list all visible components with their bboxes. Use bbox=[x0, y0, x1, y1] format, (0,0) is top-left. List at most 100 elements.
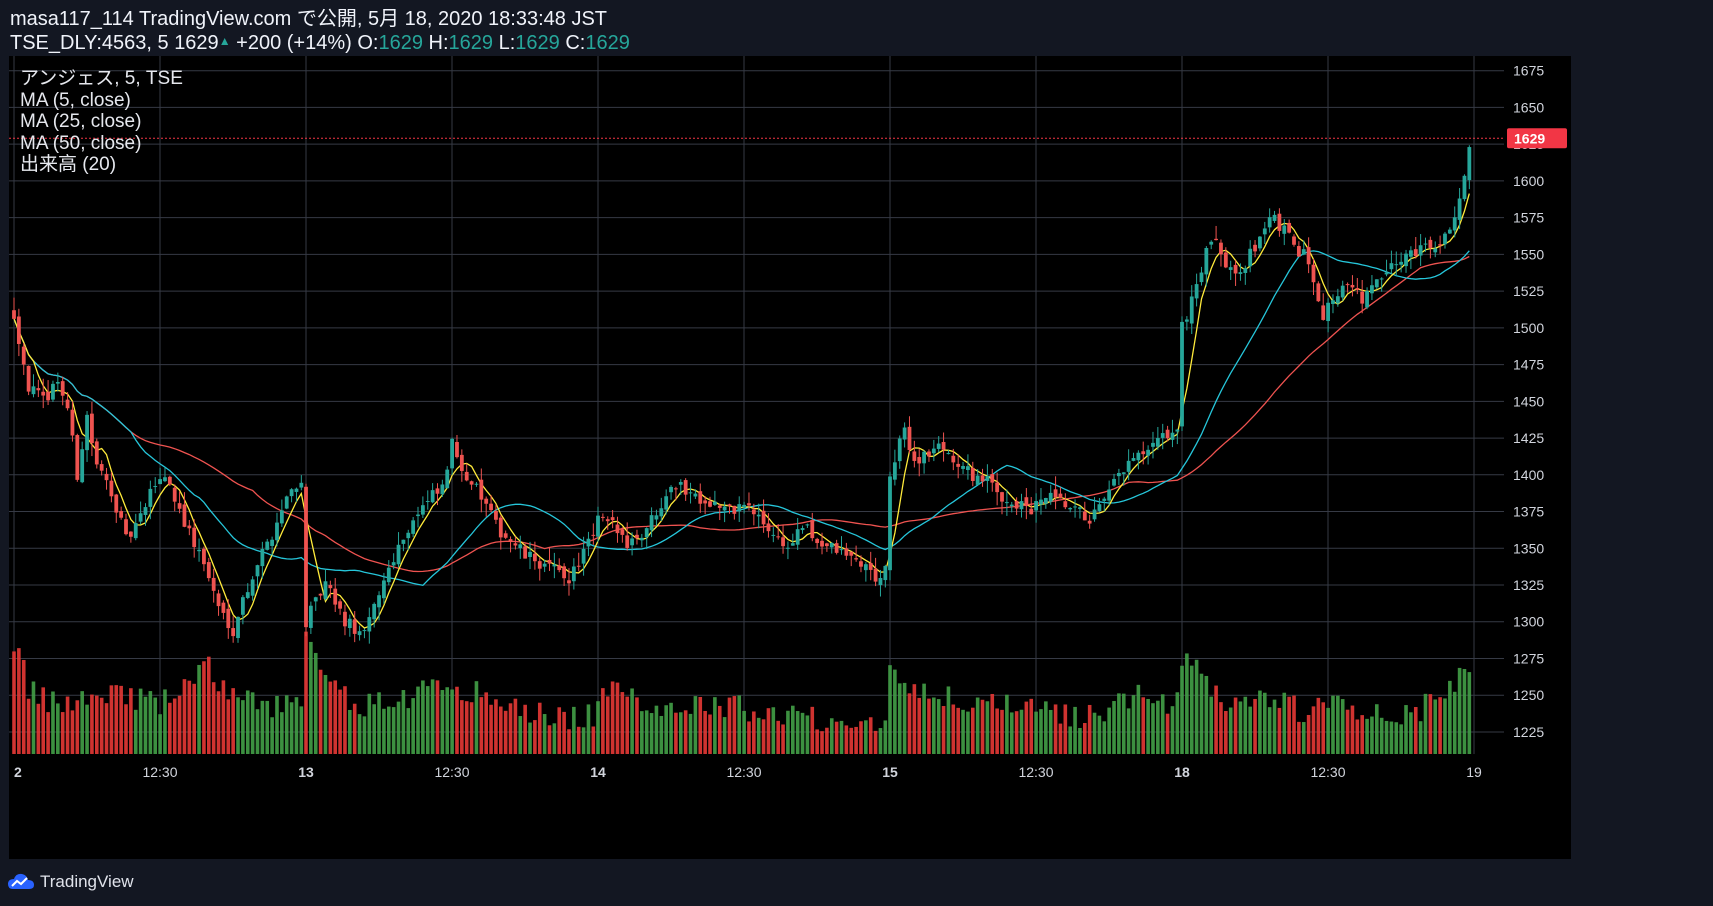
candle-body bbox=[245, 592, 250, 598]
candle bbox=[1311, 258, 1316, 296]
candle bbox=[712, 490, 717, 506]
candle-body bbox=[888, 476, 892, 571]
candle-body bbox=[698, 491, 703, 504]
candle bbox=[854, 545, 859, 562]
close-label: C: bbox=[565, 32, 586, 54]
volume-bar bbox=[109, 685, 114, 754]
candle-body bbox=[455, 442, 459, 458]
candle bbox=[1248, 240, 1253, 273]
candle bbox=[537, 557, 542, 581]
candle-body bbox=[119, 511, 124, 518]
volume-bar bbox=[1063, 704, 1068, 754]
candle-body bbox=[445, 469, 450, 489]
candle-body bbox=[1389, 263, 1394, 270]
volume-bar bbox=[1321, 702, 1326, 754]
candle-body bbox=[75, 435, 80, 480]
candle bbox=[177, 491, 182, 514]
candle-body bbox=[163, 477, 167, 482]
candle-body bbox=[1345, 284, 1350, 286]
time-tick-label: 2 bbox=[14, 764, 22, 780]
candle bbox=[104, 467, 109, 490]
candle-body bbox=[503, 533, 508, 538]
legend-symbol[interactable]: アンジェス, 5, TSE bbox=[20, 68, 183, 89]
candle-body bbox=[1467, 147, 1472, 181]
volume-bar bbox=[961, 709, 965, 754]
volume-bar bbox=[396, 701, 401, 754]
volume-bar bbox=[873, 730, 878, 754]
candle bbox=[318, 593, 323, 601]
legend-ma5[interactable]: MA (5, close) bbox=[20, 89, 131, 111]
candle-body bbox=[1355, 288, 1360, 290]
candle-body bbox=[265, 541, 270, 550]
candle bbox=[352, 611, 357, 643]
candle bbox=[455, 434, 459, 459]
candle-body bbox=[1408, 250, 1413, 257]
candle bbox=[727, 503, 732, 514]
tradingview-brand: TradingView bbox=[40, 872, 134, 891]
price-tick-label: 1475 bbox=[1513, 357, 1544, 373]
candle-body bbox=[377, 595, 381, 608]
volume-bar bbox=[722, 717, 727, 754]
candle bbox=[1301, 240, 1306, 256]
candle-body bbox=[1194, 284, 1199, 299]
volume-bar bbox=[791, 705, 795, 754]
candle-body bbox=[605, 519, 610, 522]
volume-bar bbox=[80, 691, 84, 754]
volume-bar bbox=[717, 705, 722, 754]
candle bbox=[1184, 316, 1189, 331]
candle-body bbox=[644, 528, 649, 538]
volume-bar bbox=[596, 701, 600, 754]
candle bbox=[742, 501, 746, 514]
volume-bar bbox=[1316, 697, 1321, 754]
volume-bar bbox=[771, 707, 776, 754]
legend-volume[interactable]: 出来高 (20) bbox=[20, 154, 117, 175]
candle-body bbox=[1350, 284, 1355, 288]
price-chart[interactable]: 1225 1250 1275 1300 1325 1350 1375 1400 1425 1450… bbox=[9, 56, 1571, 859]
tradingview-logo[interactable]: TradingView bbox=[8, 872, 134, 892]
legend-ma25[interactable]: MA (25, close) bbox=[20, 111, 142, 132]
candle bbox=[863, 562, 868, 582]
volume-bar bbox=[406, 708, 411, 754]
candle-body bbox=[1321, 305, 1326, 320]
volume-bar bbox=[31, 681, 36, 754]
candle-body bbox=[834, 543, 839, 553]
candle-body bbox=[1184, 319, 1189, 322]
volume-bar bbox=[479, 697, 484, 754]
candle bbox=[1034, 493, 1038, 523]
volume-bar bbox=[1311, 706, 1316, 754]
candle-body bbox=[596, 515, 600, 537]
candle bbox=[868, 551, 873, 581]
volume-bar bbox=[985, 701, 990, 754]
candle bbox=[1306, 237, 1311, 274]
volume-bar bbox=[902, 682, 907, 754]
candle-body bbox=[518, 544, 523, 548]
volume-bar bbox=[1267, 707, 1272, 754]
candle bbox=[1029, 497, 1034, 515]
candle-body bbox=[459, 454, 464, 471]
volume-bar bbox=[455, 686, 459, 754]
candle-body bbox=[16, 316, 21, 344]
volume-bar bbox=[912, 684, 917, 754]
candle bbox=[1078, 505, 1082, 519]
volume-bar bbox=[966, 711, 970, 754]
candle-body bbox=[800, 528, 805, 531]
candle-body bbox=[1214, 238, 1218, 241]
chart-pane[interactable]: 1225 1250 1275 1300 1325 1350 1375 1400 1425 1450… bbox=[9, 56, 1571, 859]
volume-bar bbox=[328, 681, 333, 754]
volume-bar bbox=[104, 703, 109, 754]
volume-bar bbox=[523, 704, 527, 754]
volume-bar bbox=[241, 700, 245, 754]
volume-bar bbox=[946, 686, 951, 754]
legend-ma50[interactable]: MA (50, close) bbox=[20, 132, 142, 154]
volume-bar bbox=[386, 706, 391, 754]
volume-bar bbox=[430, 679, 435, 754]
candle bbox=[338, 599, 342, 615]
volume-bar bbox=[153, 697, 158, 754]
candle bbox=[591, 523, 596, 545]
candle-body bbox=[1151, 442, 1155, 447]
candle bbox=[172, 484, 177, 512]
candle-body bbox=[1092, 509, 1097, 520]
volume-bar bbox=[133, 709, 138, 754]
candle bbox=[36, 379, 41, 398]
candle bbox=[270, 536, 275, 556]
